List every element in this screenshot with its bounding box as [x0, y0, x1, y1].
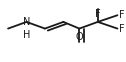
Text: F: F [119, 24, 124, 34]
Text: O: O [75, 32, 83, 42]
Text: H: H [23, 30, 30, 40]
Text: N: N [23, 17, 30, 27]
Text: F: F [95, 9, 101, 19]
Text: F: F [119, 10, 124, 20]
